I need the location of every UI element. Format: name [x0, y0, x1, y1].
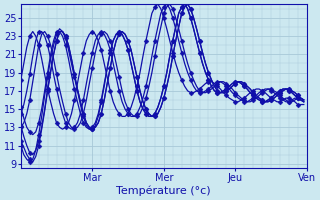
X-axis label: Température (°c): Température (°c) [116, 185, 211, 196]
